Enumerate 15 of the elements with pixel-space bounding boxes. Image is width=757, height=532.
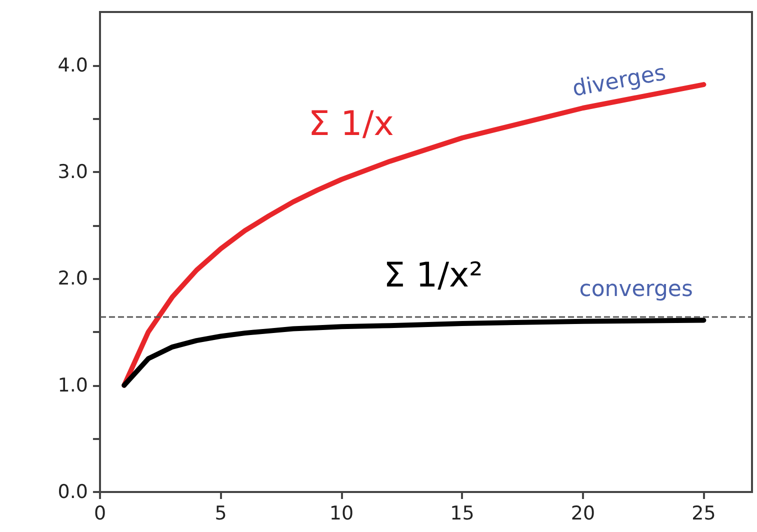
x-tick-label: 25 xyxy=(692,502,716,524)
x-tick-label: 10 xyxy=(329,502,354,524)
series-label: Σ 1/x xyxy=(308,104,394,144)
series-label: Σ 1/x² xyxy=(384,255,483,296)
y-tick-label: 1.0 xyxy=(58,374,88,396)
annotation: diverges xyxy=(570,60,668,102)
x-tick-label: 20 xyxy=(570,502,596,524)
y-tick-label: 2.0 xyxy=(58,268,88,290)
x-tick-label: 15 xyxy=(450,502,474,524)
y-tick-label: 0.0 xyxy=(58,481,88,503)
y-tick-label: 3.0 xyxy=(58,161,88,183)
x-tick-label: 0 xyxy=(94,502,106,524)
y-tick-label: 4.0 xyxy=(58,54,88,76)
annotation: converges xyxy=(579,276,693,302)
x-tick-label: 5 xyxy=(214,502,227,524)
